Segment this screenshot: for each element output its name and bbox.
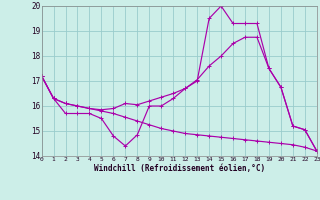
X-axis label: Windchill (Refroidissement éolien,°C): Windchill (Refroidissement éolien,°C): [94, 164, 265, 173]
